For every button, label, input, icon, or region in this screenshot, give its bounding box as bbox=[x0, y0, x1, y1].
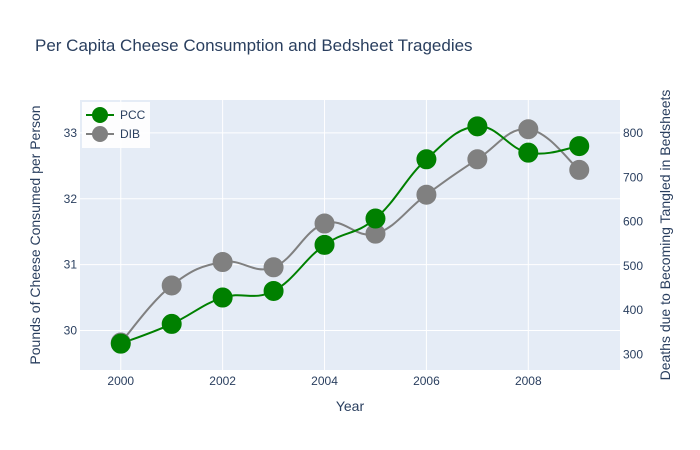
x-tick-label: 2002 bbox=[209, 374, 236, 388]
data-point-pcc bbox=[569, 136, 590, 157]
legend-marker-dib bbox=[92, 126, 108, 142]
series-lines bbox=[120, 125, 580, 345]
legend-label-dib: DIB bbox=[120, 127, 140, 141]
legend: PCC DIB bbox=[82, 102, 150, 148]
series-line-pcc bbox=[120, 125, 580, 345]
series-line-dib bbox=[120, 128, 580, 344]
x-tick-label: 2008 bbox=[515, 374, 542, 388]
data-point-dib bbox=[467, 149, 488, 170]
legend-label-pcc: PCC bbox=[120, 108, 146, 122]
y-right-tick-label: 700 bbox=[623, 170, 643, 184]
y-right-tick-labels: 300 400 500 600 700 800 bbox=[623, 126, 643, 361]
data-point-dib bbox=[569, 159, 590, 180]
data-point-pcc bbox=[161, 313, 182, 334]
y-right-tick-label: 600 bbox=[623, 215, 643, 229]
series-markers bbox=[110, 116, 590, 354]
y-left-tick-label: 30 bbox=[64, 323, 78, 337]
x-tick-label: 2004 bbox=[311, 374, 338, 388]
y-left-tick-label: 32 bbox=[64, 192, 78, 206]
y-right-tick-label: 400 bbox=[623, 303, 643, 317]
data-point-pcc bbox=[263, 280, 284, 301]
data-point-dib bbox=[263, 257, 284, 278]
y-left-tick-label: 33 bbox=[64, 126, 78, 140]
data-point-pcc bbox=[212, 287, 233, 308]
x-tick-label: 2006 bbox=[413, 374, 440, 388]
y-right-tick-label: 500 bbox=[623, 259, 643, 273]
chart-title: Per Capita Cheese Consumption and Bedshe… bbox=[35, 36, 473, 55]
y-right-tick-label: 300 bbox=[623, 348, 643, 362]
legend-background bbox=[82, 102, 150, 148]
data-point-pcc bbox=[365, 208, 386, 229]
y-left-tick-label: 31 bbox=[64, 258, 78, 272]
data-point-dib bbox=[416, 184, 437, 205]
data-point-dib bbox=[212, 252, 233, 272]
data-point-pcc bbox=[467, 116, 488, 137]
x-tick-labels: 2000 2002 2004 2006 2008 bbox=[107, 374, 542, 388]
y-left-tick-labels: 30 31 32 33 bbox=[64, 126, 78, 338]
x-tick-label: 2000 bbox=[107, 374, 134, 388]
legend-marker-pcc bbox=[92, 107, 108, 123]
data-point-pcc bbox=[518, 142, 539, 163]
y-right-axis-title: Deaths due to Becoming Tangled in Bedshe… bbox=[657, 90, 673, 381]
y-right-tick-label: 800 bbox=[623, 126, 643, 140]
data-point-pcc bbox=[416, 149, 437, 170]
data-point-pcc bbox=[110, 333, 131, 354]
x-axis-title: Year bbox=[336, 398, 365, 414]
data-point-dib bbox=[161, 275, 182, 296]
data-point-dib bbox=[314, 213, 335, 234]
data-point-pcc bbox=[314, 234, 335, 255]
y-left-axis-title: Pounds of Cheese Consumed per Person bbox=[27, 105, 43, 364]
data-point-dib bbox=[518, 119, 539, 140]
